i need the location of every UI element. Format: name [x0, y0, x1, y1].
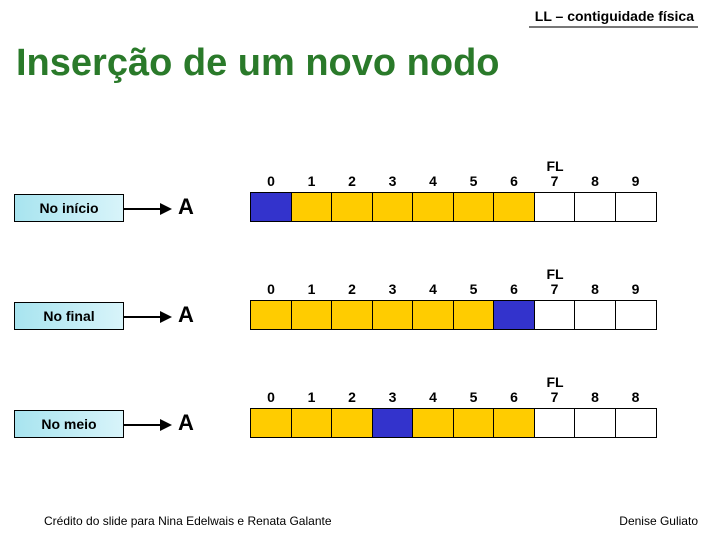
array-letter: A [178, 302, 194, 328]
array-cell: 1 [291, 300, 333, 330]
array-grid: 0123456789 [250, 300, 657, 330]
cell-index: 3 [373, 173, 413, 189]
cell-index: 0 [251, 281, 291, 297]
array-cell: 8 [615, 408, 657, 438]
array-cell: 3 [372, 408, 414, 438]
array-cell: 7 [534, 192, 576, 222]
array-cell: 4 [412, 192, 454, 222]
array-cell: 6 [493, 192, 535, 222]
array-grid: 0123456789 [250, 192, 657, 222]
array-cell: 1 [291, 192, 333, 222]
cell-index: 2 [332, 389, 372, 405]
cell-index: 9 [616, 281, 656, 297]
fl-label: FL [547, 158, 564, 174]
cell-index: 0 [251, 389, 291, 405]
array-cell: 4 [412, 408, 454, 438]
cell-index: 3 [373, 389, 413, 405]
array-cell: 3 [372, 192, 414, 222]
cell-index: 3 [373, 281, 413, 297]
row-label: No meio [14, 410, 124, 438]
array-letter: A [178, 410, 194, 436]
array-cell: 0 [250, 300, 292, 330]
cell-index: 6 [494, 389, 534, 405]
cell-index: 7 [535, 281, 575, 297]
array-cell: 5 [453, 192, 495, 222]
array-cell: 5 [453, 408, 495, 438]
page-title: Inserção de um novo nodo [16, 42, 500, 85]
array-cell: 2 [331, 192, 373, 222]
array-cell: 2 [331, 408, 373, 438]
array-cell: 8 [574, 408, 616, 438]
cell-index: 4 [413, 281, 453, 297]
credit-left: Crédito do slide para Nina Edelwais e Re… [44, 514, 332, 528]
arrow-icon [124, 424, 170, 426]
fl-label: FL [547, 266, 564, 282]
array-cell: 2 [331, 300, 373, 330]
array-cell: 8 [574, 300, 616, 330]
arrow-icon [124, 208, 170, 210]
array-cell: 9 [615, 192, 657, 222]
array-cell: 0 [250, 192, 292, 222]
array-cell: 9 [615, 300, 657, 330]
credit-right: Denise Guliato [619, 514, 698, 528]
cell-index: 8 [575, 173, 615, 189]
array-cell: 4 [412, 300, 454, 330]
cell-index: 1 [292, 389, 332, 405]
cell-index: 5 [454, 389, 494, 405]
array-cell: 3 [372, 300, 414, 330]
cell-index: 8 [616, 389, 656, 405]
cell-index: 9 [616, 173, 656, 189]
cell-index: 7 [535, 389, 575, 405]
array-grid: 0123456788 [250, 408, 657, 438]
cell-index: 2 [332, 281, 372, 297]
array-cell: 6 [493, 300, 535, 330]
cell-index: 5 [454, 173, 494, 189]
header-tag: LL – contiguidade física [529, 8, 698, 28]
array-cell: 8 [574, 192, 616, 222]
array-cell: 7 [534, 408, 576, 438]
cell-index: 1 [292, 173, 332, 189]
array-cell: 7 [534, 300, 576, 330]
array-row: No inícioAFL0123456789 [0, 178, 720, 238]
cell-index: 8 [575, 389, 615, 405]
array-row: No finalAFL0123456789 [0, 286, 720, 346]
cell-index: 7 [535, 173, 575, 189]
array-letter: A [178, 194, 194, 220]
arrow-icon [124, 316, 170, 318]
array-cell: 6 [493, 408, 535, 438]
cell-index: 8 [575, 281, 615, 297]
cell-index: 5 [454, 281, 494, 297]
cell-index: 6 [494, 281, 534, 297]
cell-index: 4 [413, 389, 453, 405]
row-label: No início [14, 194, 124, 222]
array-cell: 0 [250, 408, 292, 438]
cell-index: 1 [292, 281, 332, 297]
fl-label: FL [547, 374, 564, 390]
cell-index: 6 [494, 173, 534, 189]
array-row: No meioAFL0123456788 [0, 394, 720, 454]
row-label: No final [14, 302, 124, 330]
cell-index: 0 [251, 173, 291, 189]
cell-index: 2 [332, 173, 372, 189]
array-cell: 5 [453, 300, 495, 330]
cell-index: 4 [413, 173, 453, 189]
array-cell: 1 [291, 408, 333, 438]
